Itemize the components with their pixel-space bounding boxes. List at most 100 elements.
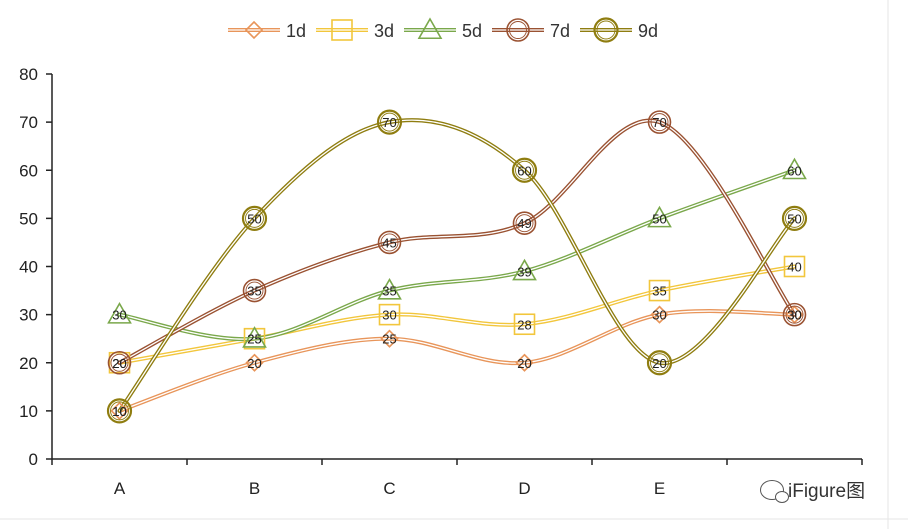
series-7d-point-E bbox=[647, 110, 672, 134]
series-7d-point-C bbox=[377, 230, 402, 255]
data-label-9d-A: 10 bbox=[112, 404, 126, 419]
series-3d-line-inner bbox=[118, 265, 796, 364]
data-label-5d-C: 35 bbox=[382, 284, 396, 299]
series-9d-point-E-inner bbox=[650, 353, 669, 373]
series-9d-point-D-inner bbox=[515, 160, 534, 180]
series-7d-point-F-inner bbox=[785, 305, 804, 324]
data-label-1d-C: 25 bbox=[382, 332, 396, 347]
series-9d-point-F bbox=[781, 205, 808, 231]
data-label-7d-A: 20 bbox=[112, 356, 126, 371]
legend-label-1d: 1d bbox=[286, 21, 306, 41]
series-1d-point-F bbox=[785, 305, 804, 324]
y-tick-label: 40 bbox=[19, 258, 38, 277]
data-label-3d-B: 25 bbox=[247, 332, 261, 347]
series-1d-point-D bbox=[515, 353, 534, 372]
series-9d-point-C-inner bbox=[380, 112, 399, 132]
series-5d-point-D bbox=[512, 258, 537, 281]
legend-marker-9d bbox=[593, 17, 619, 43]
data-label-9d-E: 20 bbox=[652, 356, 666, 371]
legend-label-5d: 5d bbox=[462, 21, 482, 41]
series-5d-point-E bbox=[647, 205, 672, 228]
series-7d-point-B bbox=[242, 278, 267, 303]
data-label-1d-E: 30 bbox=[652, 308, 666, 323]
data-label-3d-C: 30 bbox=[382, 308, 396, 323]
series-9d-point-A-inner bbox=[110, 401, 129, 421]
watermark: iFigure图 bbox=[760, 476, 865, 503]
series-5d-line-inner bbox=[118, 169, 796, 340]
data-label-7d-D: 49 bbox=[517, 216, 531, 231]
series-9d-line-inner bbox=[118, 119, 796, 412]
data-label-1d-A: 10 bbox=[112, 404, 126, 419]
series-9d-point-A bbox=[106, 398, 133, 424]
data-label-5d-F: 60 bbox=[787, 163, 801, 178]
data-label-7d-F: 30 bbox=[787, 308, 801, 323]
data-label-3d-F: 40 bbox=[787, 260, 801, 275]
wechat-icon bbox=[760, 479, 789, 503]
y-tick-label: 0 bbox=[29, 450, 38, 469]
data-label-1d-F: 30 bbox=[787, 308, 801, 323]
series-7d-point-A bbox=[107, 350, 132, 375]
series-5d-point-B bbox=[242, 326, 267, 348]
series-1d-point-C bbox=[380, 329, 399, 348]
legend-marker-3d bbox=[331, 19, 353, 41]
series-5d-point-C bbox=[377, 277, 402, 300]
legend-marker-7d bbox=[506, 18, 530, 42]
series-5d-point-A bbox=[107, 302, 132, 324]
data-label-5d-B: 25 bbox=[247, 332, 261, 347]
series-9d-point-B-inner bbox=[245, 208, 264, 228]
data-label-9d-D: 60 bbox=[517, 163, 531, 178]
series-3d-point-D bbox=[513, 313, 536, 336]
x-tick-label: E bbox=[654, 479, 665, 498]
legend-marker-9d-inner bbox=[596, 20, 616, 40]
data-label-1d-D: 20 bbox=[517, 356, 531, 371]
legend-marker-7d-inner bbox=[509, 21, 527, 39]
series-9d-point-B bbox=[241, 205, 268, 231]
y-tick-label: 70 bbox=[19, 113, 38, 132]
series-5d-line-outer bbox=[117, 168, 797, 342]
y-tick-label: 50 bbox=[19, 209, 38, 228]
y-tick-label: 30 bbox=[19, 306, 38, 325]
series-9d-point-E bbox=[646, 350, 673, 376]
series-3d-point-F bbox=[783, 255, 806, 278]
series-1d-point-E bbox=[650, 305, 669, 324]
series-7d-line-outer bbox=[117, 118, 797, 365]
data-label-3d-A: 20 bbox=[112, 356, 126, 371]
series-7d-point-D-inner bbox=[515, 214, 534, 233]
series-3d-point-E bbox=[648, 279, 671, 302]
series-7d-point-C-inner bbox=[380, 233, 399, 252]
series-9d-point-F-inner bbox=[785, 208, 804, 228]
series-1d-line-outer bbox=[117, 309, 797, 413]
y-tick-label: 60 bbox=[19, 161, 38, 180]
series-9d-line-outer bbox=[117, 118, 797, 413]
x-tick-label: C bbox=[383, 479, 395, 498]
data-label-1d-B: 20 bbox=[247, 356, 261, 371]
legend-marker-5d bbox=[417, 17, 443, 40]
x-tick-label: A bbox=[114, 479, 126, 498]
data-label-7d-C: 45 bbox=[382, 235, 396, 250]
watermark-text: iFigure图 bbox=[788, 481, 866, 502]
series-3d-point-A bbox=[108, 351, 131, 374]
series-1d-point-A bbox=[110, 401, 129, 421]
x-tick-label: B bbox=[249, 479, 260, 498]
y-tick-label: 20 bbox=[19, 354, 38, 373]
data-label-5d-E: 50 bbox=[652, 211, 666, 226]
legend-label-3d: 3d bbox=[374, 21, 394, 41]
series-7d-point-E-inner bbox=[650, 113, 669, 132]
data-label-3d-E: 35 bbox=[652, 284, 666, 299]
legend-label-7d: 7d bbox=[550, 21, 570, 41]
data-label-3d-D: 28 bbox=[517, 317, 531, 332]
series-3d-point-C bbox=[378, 303, 401, 326]
y-tick-label: 10 bbox=[19, 402, 38, 421]
series-7d-point-D bbox=[512, 211, 537, 235]
series-7d-point-F bbox=[782, 302, 807, 327]
series-9d-point-C bbox=[376, 109, 403, 135]
legend-marker-1d bbox=[244, 20, 264, 40]
series-5d-point-F bbox=[782, 157, 807, 180]
series-1d-line-inner bbox=[118, 310, 796, 412]
data-label-9d-B: 50 bbox=[247, 211, 261, 226]
data-label-9d-F: 50 bbox=[787, 211, 801, 226]
series-1d-point-B bbox=[245, 353, 264, 372]
x-tick-label: D bbox=[518, 479, 530, 498]
data-label-7d-E: 70 bbox=[652, 115, 666, 130]
